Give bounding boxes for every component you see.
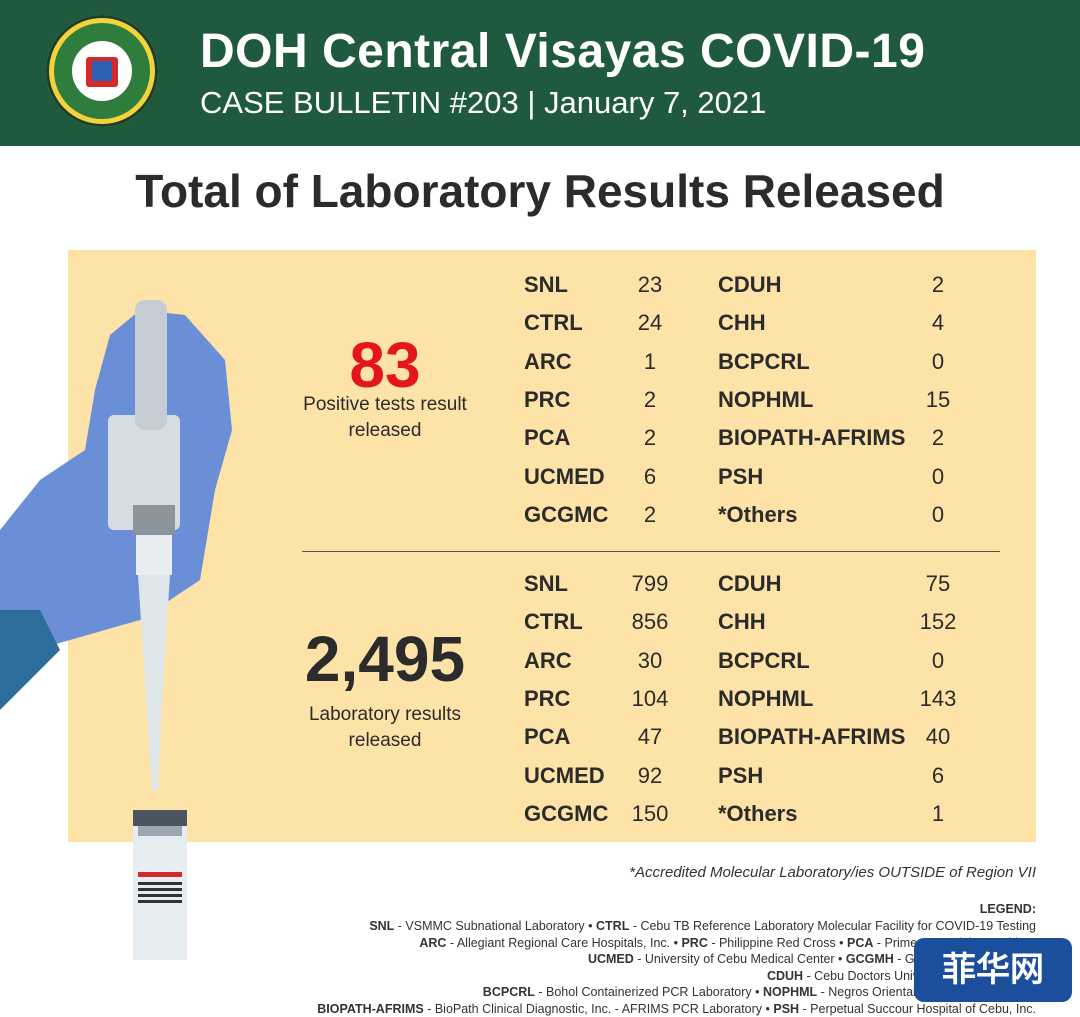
total-caption-2: released	[348, 730, 422, 751]
positive-lab-count: 1	[643, 348, 657, 374]
positive-lab-count: 0	[931, 463, 945, 489]
positive-lab-name: SNL	[524, 272, 568, 297]
total-lab-count: 40	[925, 724, 951, 750]
total-lab-count: 143	[919, 685, 957, 711]
header-bar: DOH Central Visayas COVID-19 CASE BULLET…	[0, 0, 1080, 146]
total-lab-count: 47	[637, 724, 663, 750]
total-lab-count: 75	[925, 571, 951, 596]
total-lab-name: PRC	[524, 685, 571, 711]
positive-lab-name: *Others	[718, 501, 798, 527]
legend-title: LEGEND:	[979, 902, 1036, 916]
positive-count: 83	[349, 329, 421, 401]
total-lab-name: BIOPATH-AFRIMS	[718, 724, 906, 750]
total-lab-name: NOPHML	[718, 685, 814, 711]
positive-lab-name: ARC	[524, 348, 572, 374]
total-lab-name: PSH	[718, 762, 764, 788]
accredited-note: *Accredited Molecular Laboratory/ies OUT…	[629, 864, 1036, 881]
total-lab-count: 152	[919, 609, 957, 635]
total-lab-count: 6	[931, 762, 945, 788]
total-lab-count: 30	[637, 647, 663, 673]
positive-lab-name: BIOPATH-AFRIMS	[718, 425, 906, 451]
positive-lab-count: 15	[925, 386, 951, 412]
total-lab-name: CDUH	[718, 571, 782, 596]
positive-lab-count: 2	[643, 386, 657, 412]
legend-line: SNL - VSMMC Subnational Laboratory • CTR…	[369, 919, 1036, 933]
positive-lab-count: 2	[931, 272, 945, 297]
total-lab-count: 104	[631, 685, 669, 711]
total-lab-count: 0	[931, 647, 945, 673]
total-lab-name: BCPCRL	[718, 647, 810, 673]
total-lab-name: *Others	[718, 800, 798, 826]
total-lab-count: 1	[931, 800, 945, 826]
positive-lab-count: 23	[637, 272, 663, 297]
total-lab-name: GCGMC	[524, 800, 609, 826]
positive-lab-name: GCGMC	[524, 501, 609, 527]
page-title: Total of Laboratory Results Released	[135, 165, 945, 217]
positive-lab-count: 4	[931, 310, 945, 336]
total-count: 2,495	[304, 623, 466, 695]
total-lab-count: 92	[637, 762, 663, 788]
positive-lab-count: 24	[637, 310, 663, 336]
positive-lab-count: 0	[931, 348, 945, 374]
positive-lab-name: PSH	[718, 463, 764, 489]
total-lab-name: SNL	[524, 571, 568, 596]
bulletin-subtitle: CASE BULLETIN #203 | January 7, 2021	[200, 85, 767, 120]
pipette-body	[108, 415, 180, 530]
positive-lab-name: PCA	[524, 425, 571, 451]
total-caption-1: Laboratory results	[308, 704, 462, 725]
legend-line: BIOPATH-AFRIMS - BioPath Clinical Diagno…	[317, 1002, 1036, 1016]
positive-caption-2: released	[348, 420, 422, 441]
positive-lab-count: 2	[643, 501, 657, 527]
positive-lab-name: PRC	[524, 386, 571, 412]
pipette-illustration	[0, 300, 232, 960]
positive-lab-name: NOPHML	[718, 386, 814, 412]
total-lab-count: 799	[631, 571, 669, 596]
total-lab-name: ARC	[524, 647, 572, 673]
total-lab-name: PCA	[524, 724, 571, 750]
positive-lab-count: 2	[643, 425, 657, 451]
total-lab-name: CTRL	[524, 609, 583, 635]
positive-lab-count: 2	[931, 425, 945, 451]
results-panel	[68, 250, 1036, 842]
watermark-badge: 菲华网	[914, 938, 1072, 1002]
positive-lab-count: 0	[931, 501, 945, 527]
positive-lab-name: CTRL	[524, 310, 583, 336]
sleeve	[0, 610, 60, 710]
positive-lab-name: CDUH	[718, 272, 782, 297]
doh-seal-icon	[46, 15, 158, 127]
positive-caption-1: Positive tests result	[303, 394, 467, 415]
positive-lab-count: 6	[643, 463, 657, 489]
pipette-tip	[138, 575, 170, 790]
total-lab-count: 856	[631, 609, 669, 635]
total-lab-name: UCMED	[524, 762, 605, 788]
section-divider	[302, 551, 1000, 552]
total-lab-name: CHH	[718, 609, 766, 635]
positive-lab-name: CHH	[718, 310, 766, 336]
positive-lab-name: UCMED	[524, 463, 605, 489]
total-lab-count: 150	[631, 800, 669, 826]
positive-lab-name: BCPCRL	[718, 348, 810, 374]
bulletin-title: DOH Central Visayas COVID-19	[200, 25, 926, 78]
